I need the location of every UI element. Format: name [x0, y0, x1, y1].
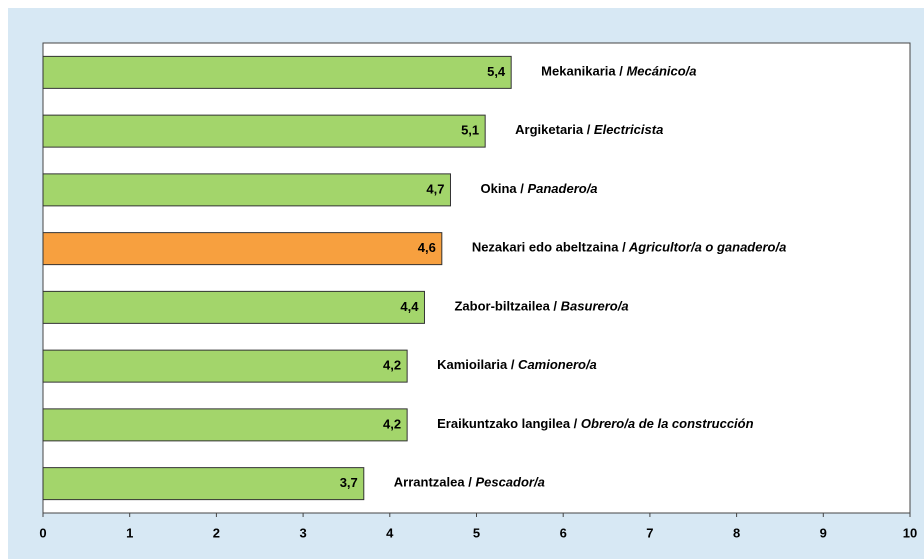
value-label: 4,2	[383, 416, 401, 431]
bar	[42, 173, 451, 207]
bar	[42, 467, 365, 501]
plot-area	[42, 42, 911, 514]
bar	[42, 232, 443, 266]
x-tick-label: 3	[299, 525, 306, 540]
value-label: 4,4	[400, 299, 419, 314]
category-label: Argiketaria / Electricista	[515, 123, 663, 138]
x-tick-label: 0	[39, 525, 46, 540]
bar	[42, 55, 512, 89]
category-label: Okina / Panadero/a	[480, 181, 597, 196]
value-label: 4,7	[426, 181, 444, 196]
value-label: 4,2	[383, 358, 401, 373]
category-label: Zabor-biltzailea / Basurero/a	[454, 299, 628, 314]
category-label: Nezakari edo abeltzaina / Agricultor/a o…	[472, 240, 787, 255]
value-label: 4,6	[418, 240, 436, 255]
value-label: 3,7	[340, 475, 358, 490]
x-tick-label: 4	[386, 525, 394, 540]
category-label: Kamioilaria / Camionero/a	[437, 358, 597, 373]
category-label: Arrantzalea / Pescador/a	[394, 475, 545, 490]
value-label: 5,4	[487, 64, 506, 79]
x-tick-label: 9	[820, 525, 827, 540]
x-tick-label: 6	[560, 525, 567, 540]
value-label: 5,1	[461, 123, 479, 138]
x-tick-label: 5	[473, 525, 480, 540]
bar	[42, 290, 425, 324]
x-tick-label: 7	[646, 525, 653, 540]
category-label: Mekanikaria / Mecánico/a	[541, 64, 696, 79]
x-tick-label: 10	[903, 525, 917, 540]
x-tick-label: 8	[733, 525, 740, 540]
bar	[42, 114, 486, 148]
category-label: Eraikuntzako langilea / Obrero/a de la c…	[437, 416, 753, 431]
x-tick-label: 1	[126, 525, 133, 540]
bar	[42, 349, 408, 383]
x-tick-label: 2	[213, 525, 220, 540]
bar	[42, 408, 408, 442]
